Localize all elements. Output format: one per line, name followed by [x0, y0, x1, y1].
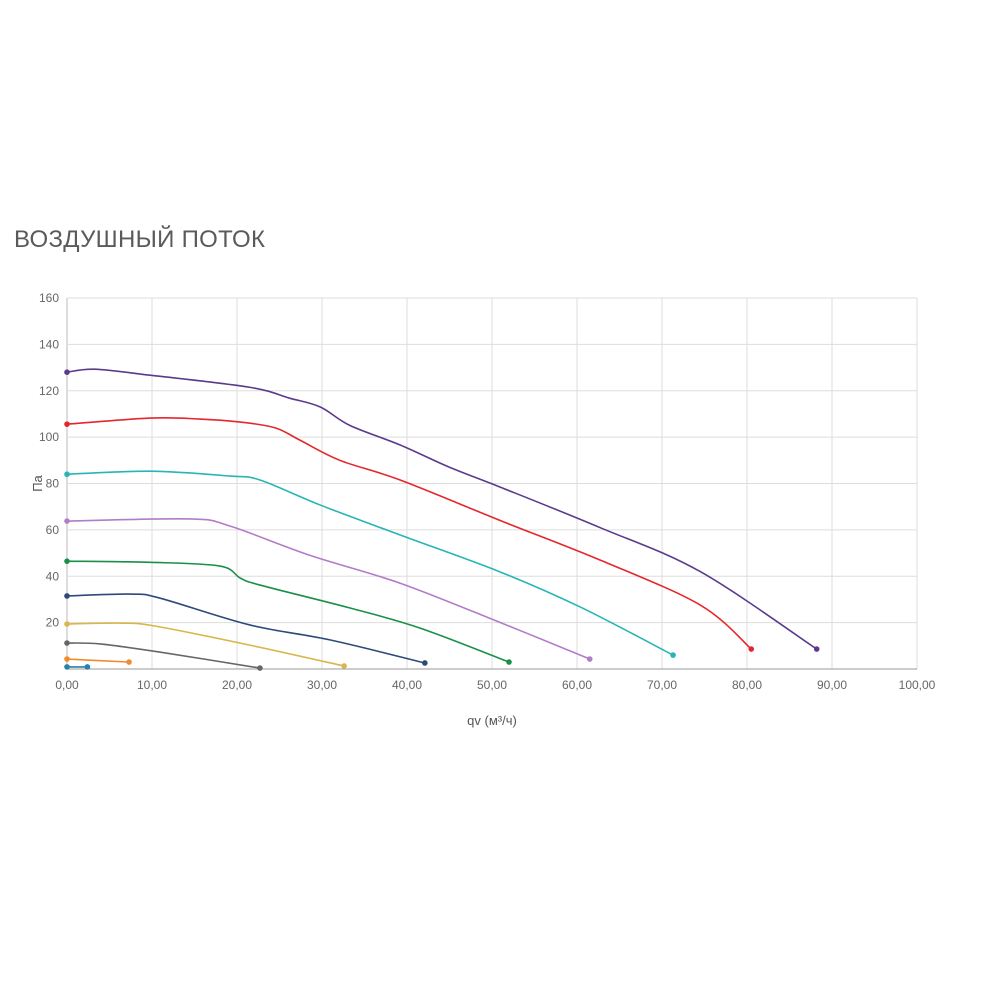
series-endpoint-1 [813, 646, 820, 652]
x-tick-label: 60,00 [562, 678, 592, 692]
x-tick-label: 80,00 [732, 678, 762, 692]
x-tick-label: 90,00 [817, 678, 847, 692]
y-tick-label: 100 [39, 430, 59, 444]
series-endpoint-2 [64, 421, 70, 427]
series-endpoint-5 [506, 659, 512, 665]
series-line-2 [66, 417, 752, 650]
series-line-7 [66, 622, 345, 667]
x-tick-label: 50,00 [477, 678, 507, 692]
series-endpoint-7 [341, 663, 347, 669]
series-line-6 [66, 593, 426, 664]
y-tick-label: 160 [39, 291, 59, 305]
x-tick-label: 30,00 [307, 678, 337, 692]
series-endpoint-10 [64, 664, 70, 670]
y-tick-label: 140 [39, 337, 59, 351]
series-endpoint-8 [257, 665, 263, 671]
x-tick-label: 20,00 [222, 678, 252, 692]
series-endpoint-10 [84, 664, 91, 670]
series-line-1 [66, 368, 818, 650]
series-endpoint-5 [64, 558, 70, 564]
y-tick-label: 80 [46, 477, 60, 491]
x-tick-label: 40,00 [392, 678, 422, 692]
series-line-8 [66, 642, 261, 669]
series-endpoint-4 [64, 518, 70, 524]
series-endpoint-9 [64, 656, 70, 662]
x-axis-label: qv (м³/ч) [467, 713, 517, 728]
series-line-9 [66, 658, 130, 663]
series-line-5 [66, 560, 510, 663]
series-line-4 [66, 518, 591, 660]
y-tick-label: 20 [46, 616, 60, 630]
chart-title: ВОЗДУШНЫЙ ПОТОК [14, 226, 266, 253]
x-tick-label: 70,00 [647, 678, 677, 692]
y-tick-label: 120 [39, 384, 59, 398]
series-line-3 [66, 470, 674, 656]
series-endpoint-3 [64, 471, 70, 478]
series-endpoint-6 [64, 593, 70, 599]
series-endpoint-4 [586, 656, 593, 662]
y-axis-label: Па [30, 474, 45, 491]
x-tick-label: 10,00 [137, 678, 167, 692]
x-tick-label: 100,00 [899, 678, 936, 692]
y-tick-label: 40 [46, 569, 60, 583]
series-endpoint-6 [422, 660, 428, 666]
series-endpoint-8 [64, 640, 70, 646]
series-endpoint-3 [670, 652, 676, 658]
series-endpoint-9 [126, 659, 132, 665]
series-endpoint-1 [64, 369, 70, 376]
series-endpoint-2 [748, 646, 755, 652]
y-tick-label: 60 [46, 523, 60, 537]
series-endpoint-7 [64, 621, 70, 627]
x-tick-label: 0,00 [55, 678, 79, 692]
